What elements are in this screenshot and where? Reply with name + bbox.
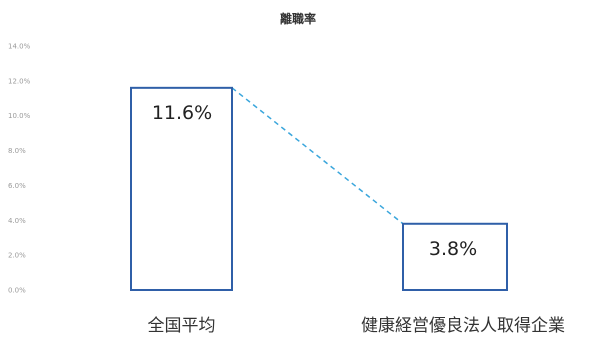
- data-labels: 11.6% 3.8%: [152, 102, 477, 260]
- category-label: 健康経営優良法人取得企業: [361, 316, 565, 336]
- bar: [402, 222, 508, 291]
- chart-title: 離職率: [280, 11, 316, 26]
- connector-layer: [231, 87, 404, 225]
- y-tick-label: 6.0%: [8, 182, 26, 190]
- y-axis-ticks: 0.0% 2.0% 4.0% 6.0% 8.0% 10.0% 12.0% 14.0%: [8, 43, 31, 295]
- bars: [130, 86, 508, 292]
- category-labels: 全国平均 健康経営優良法人取得企業: [148, 316, 566, 336]
- connector-line: [231, 87, 404, 225]
- y-tick-label: 12.0%: [8, 77, 31, 85]
- category-label: 全国平均: [148, 316, 216, 336]
- data-label: 3.8%: [429, 238, 477, 260]
- y-tick-label: 0.0%: [8, 287, 26, 295]
- y-tick-label: 4.0%: [8, 217, 26, 225]
- data-label: 11.6%: [152, 102, 212, 124]
- y-tick-label: 14.0%: [8, 43, 31, 51]
- y-tick-label: 8.0%: [8, 147, 26, 155]
- bar: [130, 86, 233, 292]
- y-tick-label: 2.0%: [8, 252, 26, 260]
- y-tick-label: 10.0%: [8, 112, 31, 120]
